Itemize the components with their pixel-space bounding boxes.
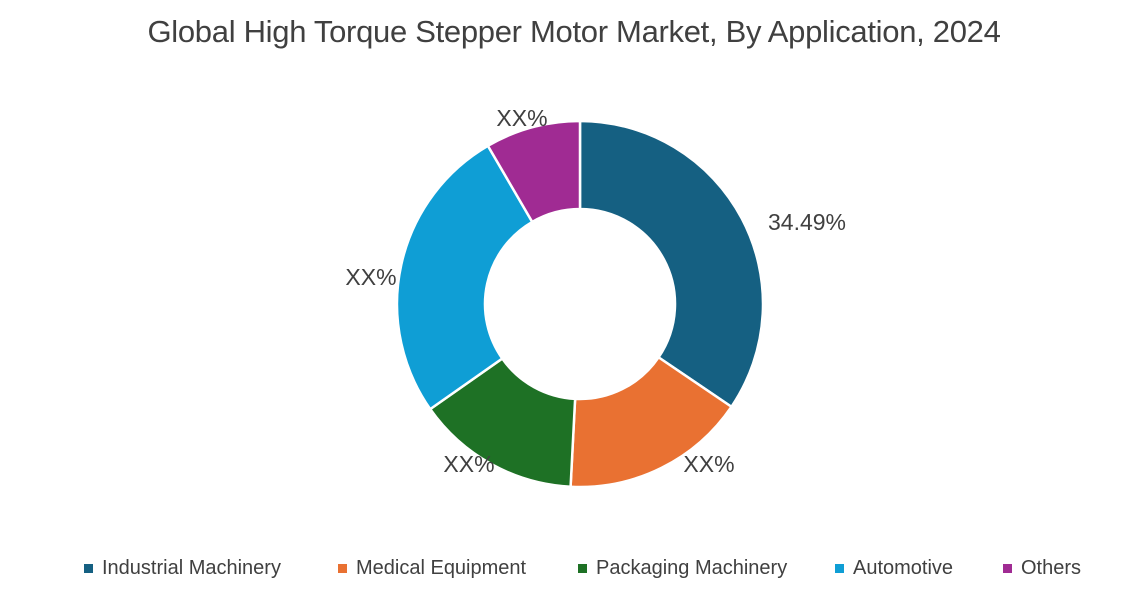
legend-label: Others [1021,556,1082,579]
legend-label: Packaging Machinery [596,556,788,579]
legend-swatch-icon [338,563,347,573]
donut-slice-industrial-machinery [578,119,765,409]
legend-item-others: Others [1003,554,1081,582]
legend-swatch-icon [1003,563,1012,573]
slice-value-label-industrial-machinery: 34.49% [768,209,846,235]
slice-value-label-packaging-machinery: XX% [443,451,494,477]
legend-item-packaging-machinery: Packaging Machinery [578,554,787,582]
donut-slice-others [486,119,582,224]
legend-swatch-icon [835,563,844,573]
chart-title: Global High Torque Stepper Motor Market,… [147,14,1001,49]
legend-label: Medical Equipment [356,556,527,579]
chart-legend: Industrial Machinery Medical Equipment Pac… [0,554,1148,582]
donut-slice-automotive [395,144,534,411]
legend-item-medical-equipment: Medical Equipment [338,554,526,582]
legend-item-automotive: Automotive [835,554,953,582]
legend-item-industrial-machinery: Industrial Machinery [84,554,281,582]
legend-label: Industrial Machinery [102,556,281,579]
slice-value-label-medical-equipment: XX% [683,451,734,477]
legend-swatch-icon [578,563,587,573]
slice-value-label-others: XX% [496,105,547,131]
legend-label: Automotive [853,556,954,579]
slice-value-label-automotive: XX% [345,264,396,290]
legend-swatch-icon [84,563,93,573]
